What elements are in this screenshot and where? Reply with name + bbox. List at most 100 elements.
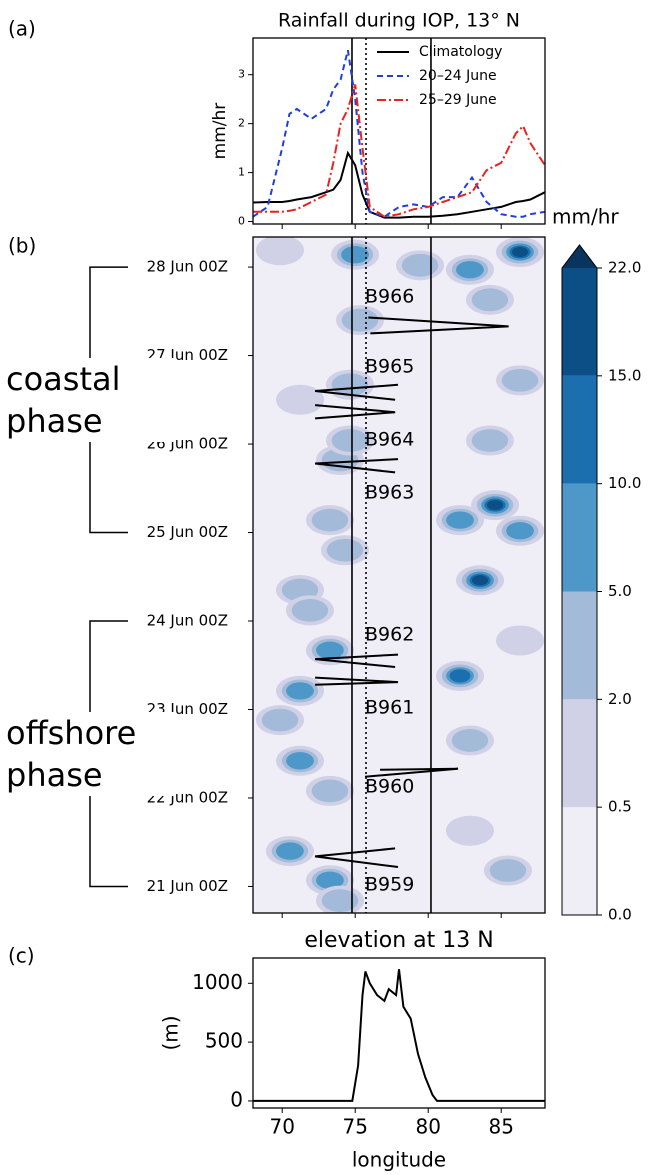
rain-contour [261, 708, 299, 732]
series-line [253, 969, 545, 1102]
plot-frame [252, 957, 546, 1109]
legend-label: 25–29 June [419, 92, 497, 108]
y-tick-label: 25 Jun 00Z [147, 523, 228, 541]
colorbar-band [562, 699, 597, 808]
colorbar-extend [562, 245, 597, 268]
colorbar-band [562, 268, 597, 376]
y-tick-label: 500 [205, 1029, 243, 1053]
rain-contour [451, 729, 489, 752]
x-tick-label: 85 [488, 1115, 513, 1139]
plot-frame [252, 37, 546, 225]
rain-contour [487, 500, 504, 511]
rain-contour [321, 889, 359, 913]
colorbar-tick-label: 0.5 [608, 798, 632, 816]
y-tick-label: 0 [230, 1087, 243, 1111]
x-tick-label: 75 [342, 1115, 367, 1139]
chart-title: Rainfall during IOP, 13° N [278, 10, 520, 32]
rain-contour [286, 682, 314, 700]
rain-contour [506, 522, 534, 540]
colorbar-title: mm/hr [552, 205, 619, 229]
rain-contour [512, 247, 529, 258]
rain-contour [456, 261, 484, 279]
rain-contour [445, 815, 494, 846]
rain-contour [291, 598, 329, 622]
chart-title: elevation at 13 N [304, 928, 493, 953]
track-label: B965 [365, 356, 414, 378]
y-tick-label: 24 Jun 00Z [147, 612, 228, 630]
rain-contour [449, 669, 471, 683]
phase-label: coastal phase [6, 357, 176, 442]
colorbar-tick-label: 5.0 [608, 582, 632, 600]
rain-contour [401, 253, 439, 277]
colorbar-tick-label: 2.0 [608, 690, 632, 708]
y-axis-label: mm/hr [210, 103, 230, 160]
y-tick-label: 21 Jun 00Z [147, 877, 228, 895]
panel-label: (a) [8, 17, 36, 41]
y-axis-label: (m) [159, 1015, 183, 1050]
rain-contour [496, 625, 545, 656]
colorbar-tick-label: 0.0 [608, 906, 632, 924]
y-tick-label: 3 [238, 68, 245, 81]
plot-area [253, 237, 545, 913]
x-axis-label: longitude [352, 1148, 446, 1172]
rain-contour [471, 288, 509, 312]
rain-contour [489, 859, 527, 882]
rain-contour [316, 641, 344, 659]
track-line [315, 676, 399, 686]
legend-label: 20–24 June [419, 68, 497, 84]
track-label: B966 [365, 286, 414, 308]
track-label: B964 [365, 429, 414, 451]
colorbar-tick-label: 22.0 [608, 259, 641, 277]
rain-contour [472, 575, 489, 586]
rain-contour [341, 246, 369, 264]
y-tick-label: 1000 [192, 970, 243, 994]
rain-contour [331, 373, 369, 397]
legend-label: Climatology [419, 44, 502, 60]
rain-contour [446, 511, 474, 529]
panel-label: (c) [8, 944, 35, 968]
track-line [314, 847, 399, 868]
track-line [368, 316, 509, 335]
y-tick-label: 28 Jun 00Z [147, 258, 228, 276]
y-tick-label: 0 [238, 215, 245, 228]
rain-contour [256, 237, 305, 266]
x-tick-label: 70 [269, 1115, 294, 1139]
x-tick-label: 80 [415, 1115, 440, 1139]
colorbar-band [562, 591, 597, 700]
track-label: B961 [365, 697, 414, 719]
rain-contour [471, 429, 509, 452]
rain-contour [326, 538, 364, 562]
track-line [315, 404, 396, 420]
panel-label: (b) [8, 234, 36, 258]
colorbar-band [562, 375, 597, 484]
rain-contour [286, 752, 314, 770]
phase-label: offshore phase [6, 711, 176, 796]
colorbar-band [562, 807, 597, 915]
track-line [314, 458, 399, 474]
rain-contour [331, 429, 369, 452]
track-line [364, 767, 459, 778]
series-line [252, 49, 546, 218]
series-line [253, 84, 546, 218]
track-line [314, 383, 399, 401]
colorbar-tick-label: 15.0 [608, 366, 641, 384]
track-label: B963 [365, 482, 414, 504]
y-tick-label: 2 [238, 117, 245, 130]
plot-frame [252, 236, 546, 914]
track-line [315, 653, 399, 668]
rain-contour [341, 308, 379, 332]
track-label: B959 [365, 874, 414, 896]
rain-contour [311, 508, 349, 532]
rain-contour [311, 779, 349, 803]
rain-contour [316, 871, 344, 889]
track-label: B962 [365, 624, 414, 646]
rain-contour [501, 368, 539, 392]
track-label: B960 [365, 776, 414, 798]
colorbar-tick-label: 10.0 [608, 474, 641, 492]
y-tick-label: 1 [238, 166, 245, 179]
rain-contour [276, 842, 304, 860]
colorbar-band [562, 483, 597, 592]
rain-contour [276, 384, 325, 415]
